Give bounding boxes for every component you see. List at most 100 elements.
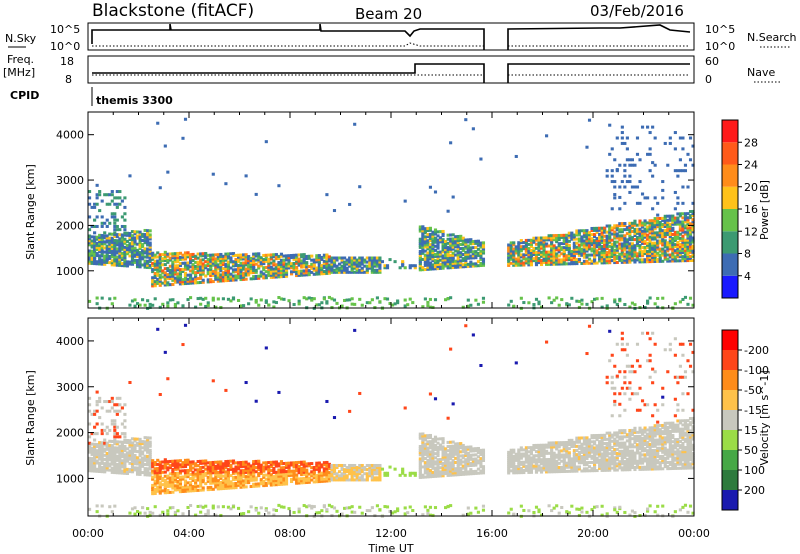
velocity-cell <box>143 448 147 452</box>
velocity-cell <box>292 475 296 479</box>
velocity-cell <box>507 463 511 467</box>
velocity-cell <box>284 482 289 486</box>
power-cell <box>633 233 637 237</box>
velocity-cell <box>330 478 334 482</box>
power-cell <box>681 251 685 255</box>
velocity-cell <box>130 468 135 472</box>
power-cell <box>186 277 190 281</box>
velocity-cell <box>138 458 142 462</box>
velocity-cell <box>181 489 185 493</box>
velocity-cell <box>103 449 107 453</box>
velocity-cell <box>163 462 167 466</box>
power-cell <box>625 226 629 230</box>
velocity-cell <box>282 468 286 472</box>
velocity-cell <box>315 511 319 515</box>
power-cell <box>625 246 629 250</box>
power-cell <box>638 201 642 205</box>
power-cell <box>239 253 243 257</box>
velocity-cell <box>474 461 478 465</box>
power-cell <box>635 258 640 262</box>
power-cell <box>194 256 198 260</box>
power-cell <box>466 298 470 302</box>
velocity-cell <box>481 450 486 454</box>
velocity-cell <box>444 461 448 465</box>
power-cell <box>115 235 119 239</box>
power-cell <box>340 256 344 260</box>
velocity-cell <box>411 471 415 475</box>
power-cell <box>113 243 117 247</box>
power-cell <box>552 246 556 250</box>
power-cell <box>593 235 597 239</box>
power-cell <box>651 241 655 245</box>
velocity-cell <box>373 478 377 482</box>
power-cell <box>653 249 657 253</box>
velocity-cell <box>219 462 223 466</box>
power-cell <box>431 230 435 234</box>
power-cell <box>545 244 549 248</box>
velocity-cell <box>130 455 135 459</box>
power-cell <box>663 251 667 255</box>
velocity-cell <box>431 470 435 474</box>
velocity-cell <box>423 463 427 467</box>
velocity-cell <box>471 459 475 463</box>
velocity-cell <box>173 459 177 463</box>
velocity-cell <box>95 455 99 459</box>
velocity-cell <box>431 442 435 446</box>
power-cell <box>605 304 609 308</box>
velocity-cell <box>133 466 137 470</box>
velocity-cell <box>456 448 460 452</box>
power-cell <box>305 271 309 275</box>
velocity-cell <box>209 461 213 465</box>
velocity-cell <box>441 451 445 455</box>
power-cell <box>100 250 104 254</box>
power-cell <box>125 260 129 264</box>
velocity-cell <box>474 506 478 510</box>
velocity-cell <box>426 440 430 444</box>
velocity-cell <box>262 461 266 465</box>
velocity-cell <box>307 478 311 482</box>
power-cell <box>234 268 238 272</box>
power-cell <box>161 302 165 306</box>
power-cell <box>517 263 521 267</box>
power-cell <box>173 266 177 270</box>
power-cell <box>658 257 662 261</box>
power-cell <box>676 243 680 247</box>
power-cell <box>158 257 162 261</box>
power-cell <box>128 174 132 178</box>
power-cell <box>186 279 190 283</box>
velocity-cell <box>206 467 210 471</box>
power-cell <box>431 257 435 261</box>
velocity-cell <box>239 461 243 464</box>
power-cell <box>221 271 225 275</box>
power-cell <box>623 236 627 240</box>
velocity-cell <box>226 478 230 482</box>
power-cell <box>113 196 117 200</box>
power-cell <box>608 244 612 248</box>
power-cell <box>123 264 127 268</box>
power-cell <box>224 254 228 258</box>
power-cell <box>575 231 579 235</box>
power-cell <box>479 249 483 253</box>
power-cell <box>456 241 460 245</box>
power-cell <box>277 263 281 267</box>
power-cell <box>451 251 455 255</box>
power-cell <box>640 246 645 250</box>
power-cell <box>183 253 188 257</box>
velocity-cell <box>421 513 425 517</box>
power-cell <box>158 279 162 283</box>
power-cell <box>348 258 352 262</box>
power-cell <box>375 260 379 264</box>
power-cell <box>623 163 627 167</box>
power-cell <box>565 302 569 306</box>
power-cell <box>370 264 374 268</box>
power-cell <box>555 256 559 260</box>
power-cell <box>370 298 374 302</box>
velocity-cell <box>456 467 460 471</box>
power-cell <box>613 180 617 184</box>
power-cell <box>532 238 536 242</box>
power-cell <box>201 254 205 258</box>
power-cell <box>312 262 316 266</box>
power-cell <box>605 255 609 259</box>
power-cell <box>327 269 331 273</box>
velocity-cell <box>115 467 119 471</box>
